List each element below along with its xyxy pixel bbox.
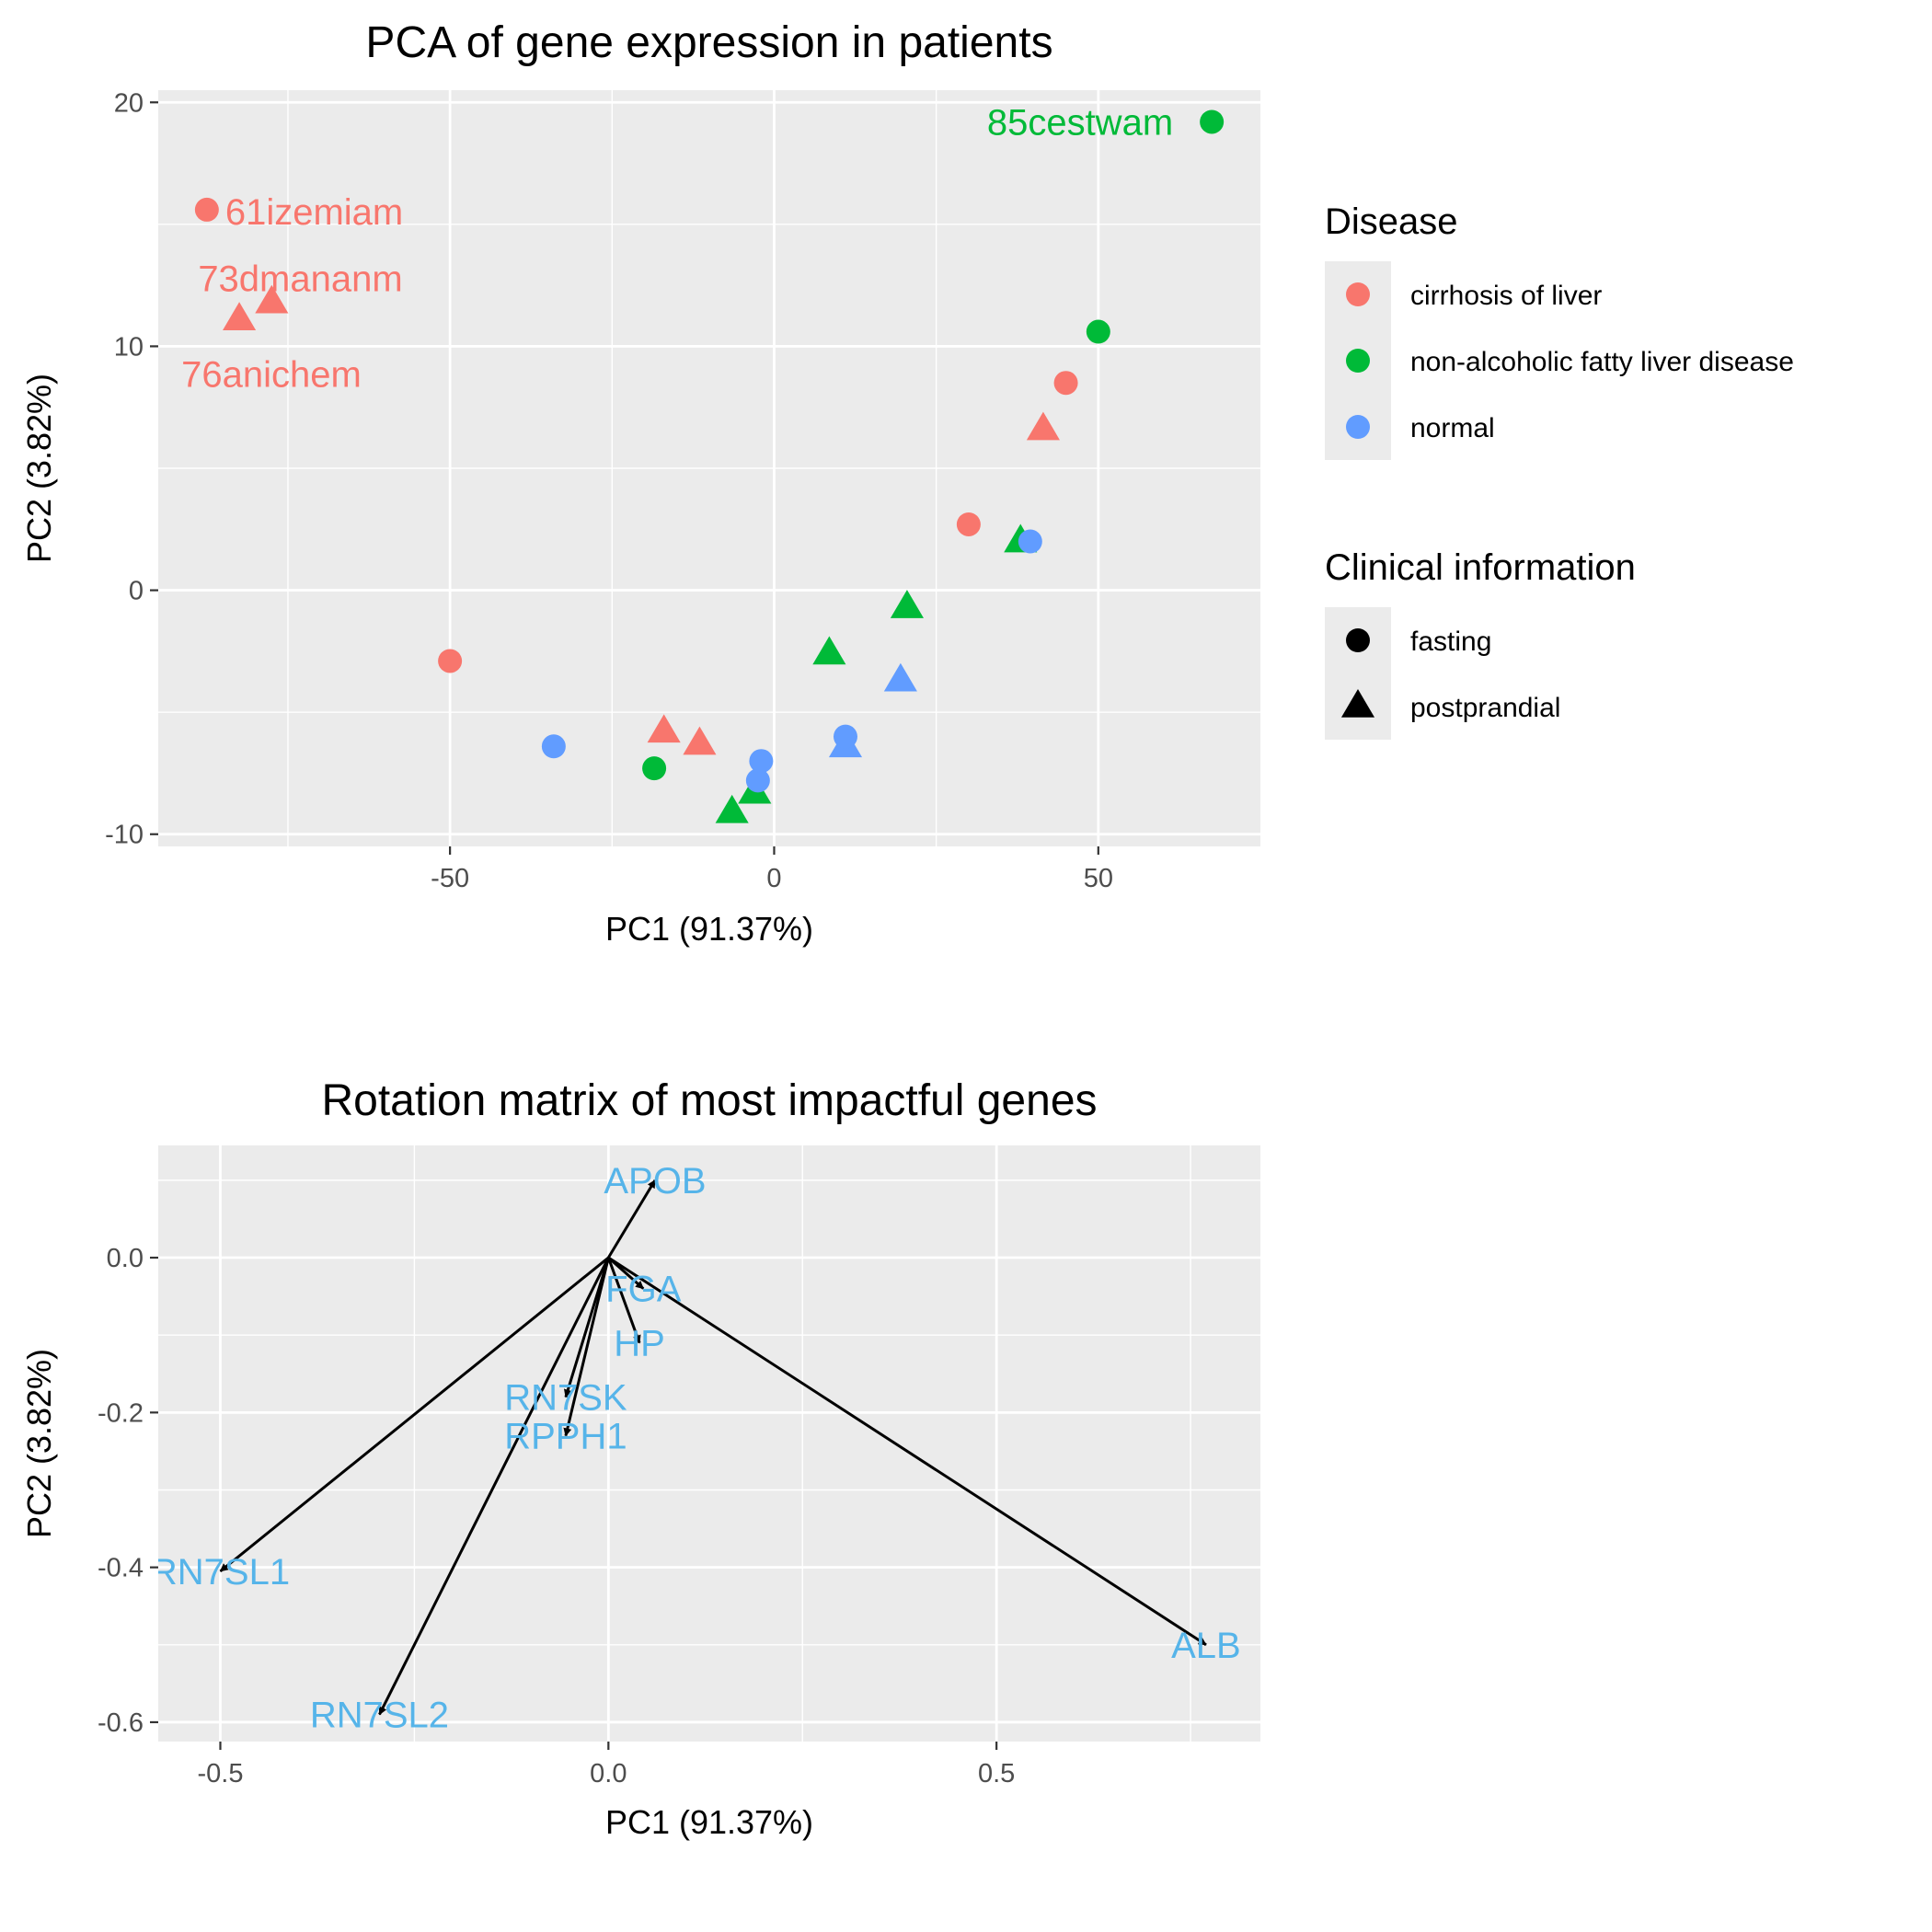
pca-y-tick-label: -10: [105, 821, 144, 850]
arrow-alb: [607, 1256, 1207, 1647]
arrow-rn7sk: [563, 1257, 610, 1398]
point-label-73dmananm: 73dmananm: [198, 259, 402, 300]
gene-label-hp: HP: [614, 1324, 665, 1364]
legend: Disease cirrhosis of liver non-alcoholic …: [1325, 201, 1794, 740]
data-point-cirrhosis-of-liver-fasting: [194, 197, 219, 222]
data-point-cirrhosis-of-liver-postprandial: [683, 726, 717, 755]
legend-clinical-title: Clinical information: [1325, 547, 1636, 588]
gene-label-rn7sk: RN7SK: [504, 1378, 627, 1419]
arrow-apob: [607, 1179, 657, 1259]
pca-scatter-chart: PCA of gene expression in patients -50 0 5…: [20, 18, 1260, 948]
gene-label-rn7sl1: RN7SL1: [151, 1552, 290, 1593]
data-point-normal-fasting: [541, 734, 566, 759]
pca-x-tick-label: 0: [766, 864, 781, 893]
gene-label-fga: FGA: [605, 1270, 682, 1310]
arrow-rn7sl2: [378, 1257, 610, 1716]
rotation-arrows: [219, 1179, 1207, 1716]
legend-clinical-items: fasting postprandial: [1340, 627, 1560, 723]
rotation-plot-panel: [158, 1145, 1260, 1742]
data-point-non-alcoholic-fatty-liver-disease-postprandial: [890, 590, 924, 618]
legend-key-normal: [1346, 415, 1370, 439]
legend-key-non-alcoholic-fatty-liver-disease: [1346, 349, 1370, 373]
pca-x-tick-label: 50: [1084, 864, 1113, 893]
gene-label-rn7sl2: RN7SL2: [310, 1696, 449, 1736]
legend-clinical-key-bg: [1325, 607, 1391, 740]
data-point-normal-fasting: [745, 768, 770, 793]
pca-gridlines: [158, 90, 1260, 846]
data-point-normal-fasting: [749, 749, 774, 774]
gene-label-rpph1: RPPH1: [504, 1417, 627, 1457]
data-point-non-alcoholic-fatty-liver-disease-fasting: [1200, 109, 1225, 134]
data-point-cirrhosis-of-liver-postprandial: [647, 714, 681, 743]
legend-key-postprandial: [1340, 689, 1375, 718]
pca-y-axis-title: PC2 (3.82%): [20, 374, 58, 563]
pca-axis-ticks: -50 0 50 -10 0 10 20: [105, 88, 1113, 893]
pca-point-labels: 61izemiam 76anichem 73dmananm 85cestwam: [181, 102, 1173, 395]
rotation-y-tick-label: 0.0: [107, 1244, 144, 1273]
gene-label-alb: ALB: [1171, 1626, 1241, 1666]
rotation-gridlines: [158, 1145, 1260, 1742]
point-label-61izemiam: 61izemiam: [225, 192, 403, 233]
legend-label-postprandial: postprandial: [1410, 693, 1560, 723]
pca-y-tick-label: 0: [129, 577, 144, 606]
legend-label-cirrhosis-of-liver: cirrhosis of liver: [1410, 281, 1602, 311]
data-point-non-alcoholic-fatty-liver-disease-postprandial: [715, 794, 749, 823]
arrow-hp: [606, 1257, 641, 1344]
arrow-rpph1: [563, 1257, 610, 1437]
rotation-x-axis-title: PC1 (91.37%): [605, 1803, 813, 1841]
rotation-x-tick-label: 0.0: [590, 1759, 627, 1788]
data-point-non-alcoholic-fatty-liver-disease-fasting: [1086, 319, 1110, 344]
data-point-cirrhosis-of-liver-postprandial: [1026, 411, 1060, 441]
rotation-chart-title: Rotation matrix of most impactful genes: [321, 1076, 1097, 1125]
data-point-normal-fasting: [833, 724, 857, 749]
pca-x-axis-title: PC1 (91.37%): [605, 910, 813, 948]
legend-key-cirrhosis-of-liver: [1346, 282, 1370, 306]
data-point-cirrhosis-of-liver-fasting: [1053, 371, 1078, 396]
data-point-cirrhosis-of-liver-fasting: [438, 649, 463, 673]
legend-key-fasting: [1346, 628, 1370, 652]
pca-x-tick-label: -50: [431, 864, 469, 893]
rotation-y-tick-label: -0.4: [98, 1554, 144, 1583]
data-point-normal-postprandial: [883, 662, 917, 692]
pca-y-tick-label: 10: [114, 332, 144, 362]
point-label-85cestwam: 85cestwam: [987, 102, 1173, 143]
point-label-76anichem: 76anichem: [181, 354, 362, 395]
rotation-axis-ticks: -0.5 0.0 0.5 0.0 -0.2 -0.4 -0.6: [98, 1244, 1015, 1788]
rotation-x-tick-label: 0.5: [978, 1759, 1015, 1788]
legend-label-normal: normal: [1410, 413, 1495, 443]
rotation-matrix-chart: Rotation matrix of most impactful genes …: [20, 1076, 1260, 1841]
data-point-cirrhosis-of-liver-fasting: [956, 512, 981, 536]
pca-data-points: [194, 109, 1225, 823]
arrow-rn7sl1: [219, 1256, 610, 1573]
data-point-cirrhosis-of-liver-postprandial: [255, 284, 289, 314]
rotation-x-tick-label: -0.5: [198, 1759, 244, 1788]
data-point-non-alcoholic-fatty-liver-disease-fasting: [642, 756, 667, 781]
legend-disease-items: cirrhosis of liver non-alcoholic fatty li…: [1346, 281, 1794, 443]
legend-label-fasting: fasting: [1410, 627, 1491, 657]
rotation-y-axis-title: PC2 (3.82%): [20, 1349, 58, 1538]
legend-disease-title: Disease: [1325, 201, 1458, 242]
rotation-y-tick-label: -0.2: [98, 1398, 144, 1428]
gene-label-apob: APOB: [604, 1161, 706, 1202]
pca-chart-title: PCA of gene expression in patients: [365, 18, 1052, 67]
data-point-normal-fasting: [1018, 529, 1042, 554]
data-point-cirrhosis-of-liver-postprandial: [223, 302, 257, 331]
pca-y-tick-label: 20: [114, 88, 144, 118]
legend-label-non-alcoholic-fatty-liver-disease: non-alcoholic fatty liver disease: [1410, 347, 1794, 377]
data-point-non-alcoholic-fatty-liver-disease-postprandial: [812, 636, 846, 665]
rotation-y-tick-label: -0.6: [98, 1708, 144, 1738]
